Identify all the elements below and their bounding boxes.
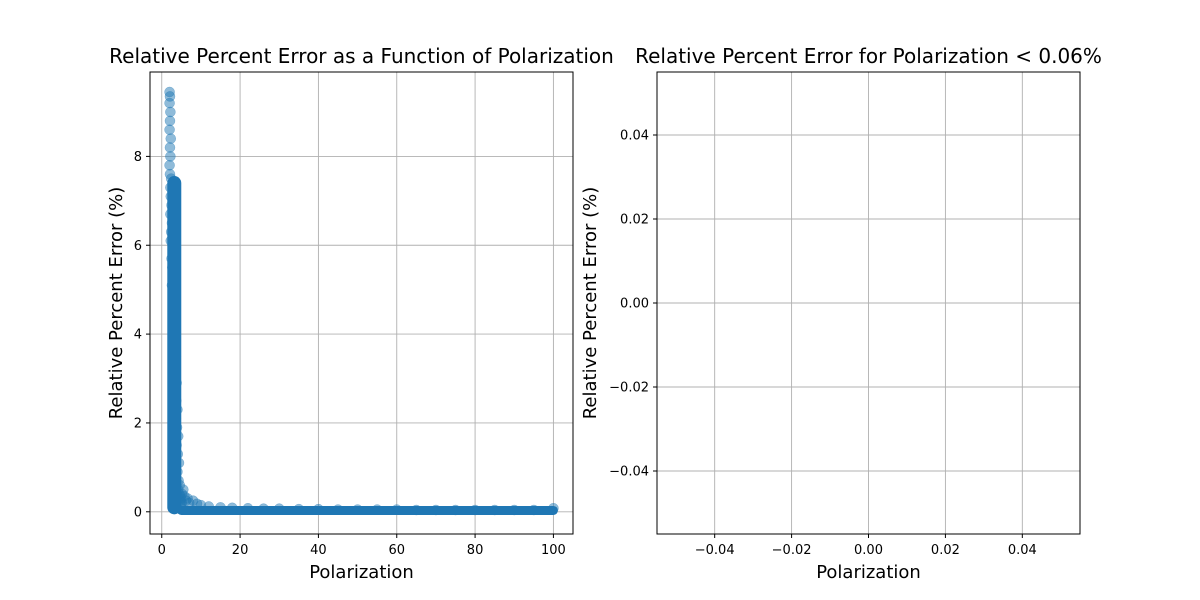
scatter-points	[164, 86, 559, 516]
data-point	[165, 133, 177, 144]
x-tick-label: 0.04	[1008, 543, 1037, 558]
x-tick-label: 100	[541, 543, 566, 558]
y-tick-label: 0.04	[620, 129, 649, 144]
data-point	[164, 115, 176, 127]
x-tick-label: −0.04	[695, 543, 735, 558]
x-tick-label: −0.02	[772, 543, 812, 558]
x-axis-label: Polarization	[816, 562, 921, 583]
data-point	[165, 151, 176, 162]
y-tick-label: 8	[134, 150, 142, 165]
grid-lines	[150, 72, 573, 534]
chart-right: −0.04 −0.02 0.00 0.02 0.04 −0.04 −0.02 0.00 0.02…	[580, 44, 1102, 583]
x-tick-label: 40	[310, 543, 327, 558]
y-tick-label: −0.02	[609, 381, 649, 396]
y-axis-label: Relative Percent Error (%)	[580, 187, 601, 420]
y-tick-label: 6	[134, 239, 142, 254]
chart-left: 0 20 40 60 80 100 0 2 4 6 8 Relative Percent Error…	[106, 44, 614, 583]
x-tick-label: 0.02	[931, 543, 960, 558]
chart-title: Relative Percent Error as a Function of …	[109, 44, 614, 68]
y-axis-label: Relative Percent Error (%)	[106, 187, 127, 420]
grid-lines	[657, 72, 1080, 534]
axes-frame	[149, 71, 574, 535]
data-point	[164, 160, 175, 171]
y-tick-label: 0	[134, 505, 142, 520]
data-point	[165, 106, 176, 118]
y-tick-label: 4	[134, 328, 142, 343]
x-tick-label: 20	[232, 543, 249, 558]
tick-marks: 0 20 40 60 80 100 0 2 4 6 8	[134, 150, 566, 558]
x-tick-label: 0	[158, 543, 166, 558]
y-tick-label: 0.00	[620, 297, 649, 312]
x-tick-label: 80	[467, 543, 484, 558]
x-tick-label: 60	[388, 543, 405, 558]
data-point	[164, 142, 176, 153]
x-axis-label: Polarization	[309, 562, 414, 583]
data-point	[164, 124, 175, 135]
chart-title: Relative Percent Error for Polarization …	[635, 44, 1102, 68]
y-tick-label: 2	[134, 416, 142, 431]
x-tick-label: 0.00	[854, 543, 883, 558]
data-point	[164, 97, 175, 109]
tick-marks: −0.04 −0.02 0.00 0.02 0.04 −0.04 −0.02 0.00 0.02…	[609, 129, 1037, 559]
y-tick-label: 0.02	[620, 213, 649, 228]
y-tick-label: −0.04	[609, 465, 649, 480]
